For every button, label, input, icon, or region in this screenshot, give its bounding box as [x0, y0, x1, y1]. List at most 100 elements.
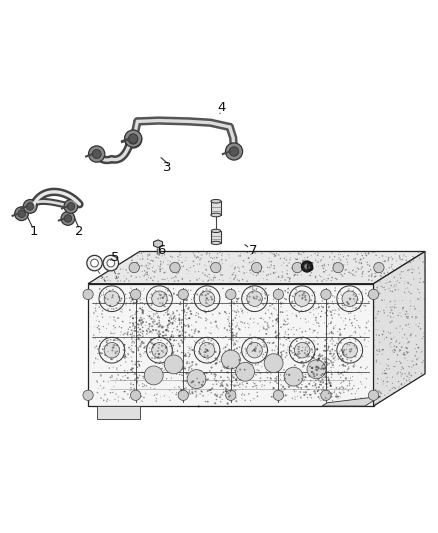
Point: [144, 270, 151, 279]
Point: [202, 345, 209, 353]
Point: [273, 373, 280, 381]
Point: [308, 353, 315, 361]
Point: [177, 364, 184, 372]
Point: [292, 289, 299, 298]
Point: [187, 307, 194, 316]
Point: [129, 337, 136, 346]
Point: [314, 370, 321, 379]
Point: [421, 278, 428, 287]
Point: [159, 345, 166, 354]
Point: [269, 311, 276, 319]
Point: [338, 335, 345, 343]
Point: [143, 329, 150, 338]
Point: [407, 289, 414, 298]
Point: [236, 343, 243, 351]
Point: [113, 352, 120, 361]
Point: [175, 268, 182, 277]
Point: [251, 382, 258, 391]
Point: [155, 335, 162, 344]
Point: [420, 329, 427, 337]
Circle shape: [301, 261, 313, 272]
Point: [138, 317, 145, 325]
Point: [223, 350, 230, 358]
Point: [217, 373, 224, 382]
Point: [148, 339, 155, 348]
Point: [361, 334, 368, 342]
Point: [196, 260, 203, 269]
Point: [149, 292, 156, 300]
Point: [358, 380, 365, 389]
Point: [358, 259, 365, 267]
Point: [175, 351, 182, 359]
Point: [279, 383, 286, 391]
Point: [192, 311, 199, 320]
Point: [318, 364, 325, 372]
Point: [322, 358, 329, 366]
Point: [217, 391, 224, 399]
Point: [333, 275, 340, 284]
Point: [250, 372, 257, 381]
Point: [327, 382, 334, 390]
Point: [340, 360, 347, 369]
Point: [138, 357, 145, 366]
Point: [138, 397, 145, 405]
Point: [127, 330, 134, 339]
Point: [219, 389, 226, 397]
Point: [277, 298, 284, 306]
Point: [204, 387, 211, 395]
Point: [339, 348, 346, 356]
Point: [127, 299, 134, 308]
Point: [190, 262, 197, 270]
Point: [133, 313, 140, 322]
Point: [155, 262, 162, 270]
Point: [279, 272, 286, 280]
Point: [191, 327, 198, 336]
Point: [120, 342, 127, 351]
Point: [286, 382, 293, 391]
Point: [363, 324, 370, 332]
Point: [252, 334, 259, 342]
Point: [421, 266, 428, 274]
Point: [268, 369, 275, 378]
Point: [212, 354, 219, 362]
Point: [365, 268, 372, 276]
Point: [322, 309, 329, 317]
Point: [120, 395, 127, 404]
Point: [210, 305, 217, 313]
Point: [205, 296, 212, 304]
Point: [203, 356, 210, 364]
Point: [190, 376, 197, 385]
Point: [162, 268, 169, 277]
Point: [321, 370, 328, 378]
Circle shape: [104, 343, 120, 358]
Point: [377, 388, 384, 397]
Point: [352, 337, 359, 345]
Point: [383, 369, 390, 378]
Point: [141, 349, 148, 358]
Point: [386, 308, 393, 317]
Point: [399, 325, 406, 333]
Point: [326, 253, 333, 261]
Point: [360, 301, 367, 310]
Point: [133, 379, 140, 387]
Point: [281, 316, 288, 325]
Point: [381, 269, 388, 278]
Point: [205, 386, 212, 394]
Point: [358, 394, 365, 402]
Point: [213, 253, 220, 262]
Point: [113, 375, 120, 383]
Point: [356, 259, 363, 267]
Point: [110, 388, 117, 397]
Point: [224, 356, 231, 365]
Point: [258, 262, 265, 270]
Point: [253, 292, 260, 301]
Point: [310, 320, 317, 329]
Circle shape: [83, 289, 93, 300]
Point: [203, 369, 210, 377]
Point: [295, 376, 302, 384]
Point: [122, 371, 129, 379]
Point: [285, 343, 292, 351]
Point: [356, 324, 363, 332]
Point: [324, 392, 331, 400]
Point: [310, 368, 317, 376]
